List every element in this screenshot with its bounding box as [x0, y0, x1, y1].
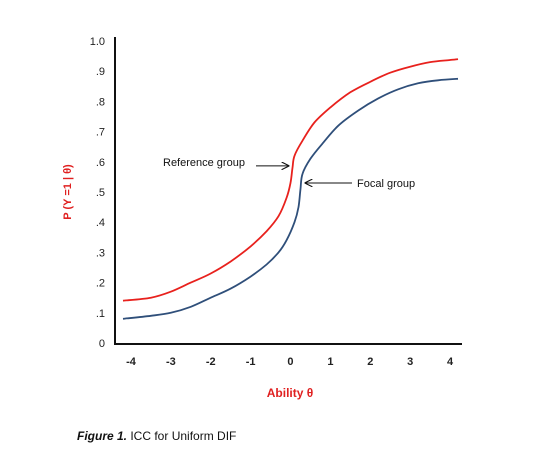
x-tick-label: 4 [447, 356, 454, 368]
y-tick-label: 1.0 [90, 36, 105, 48]
y-tick-label: 0 [99, 338, 105, 350]
x-tick-label: -1 [246, 356, 256, 368]
y-tick-label: .6 [96, 157, 105, 169]
x-tick-label: 3 [407, 356, 413, 368]
x-tick-label: -3 [166, 356, 176, 368]
y-tick-label: .5 [96, 187, 105, 199]
x-tick-label: 2 [367, 356, 373, 368]
y-tick-label: .4 [96, 217, 105, 229]
x-tick-label: -4 [126, 356, 137, 368]
caption-text: ICC for Uniform DIF [127, 429, 237, 443]
y-tick-label: .7 [96, 127, 105, 139]
focal-group-annotation: Focal group [357, 178, 415, 190]
focal-group-curve [122, 77, 459, 320]
y-axis-label: P (Y =1 | θ) [62, 164, 74, 220]
reference-group-annotation: Reference group [163, 157, 245, 169]
figure-caption: Figure 1. ICC for Uniform DIF [77, 429, 236, 443]
reference-group-curve [122, 58, 459, 302]
x-tick-label: -2 [206, 356, 216, 368]
x-tick-label: 0 [287, 356, 293, 368]
y-tick-label: .9 [96, 66, 105, 78]
y-tick-label: .1 [96, 308, 105, 320]
y-tick-label: .8 [96, 96, 105, 108]
y-tick-label: .2 [96, 278, 105, 290]
x-tick-label: 1 [327, 356, 333, 368]
x-axis-label: Ability θ [267, 386, 314, 400]
y-tick-label: .3 [96, 247, 105, 259]
figure-label: Figure 1. [77, 429, 128, 443]
